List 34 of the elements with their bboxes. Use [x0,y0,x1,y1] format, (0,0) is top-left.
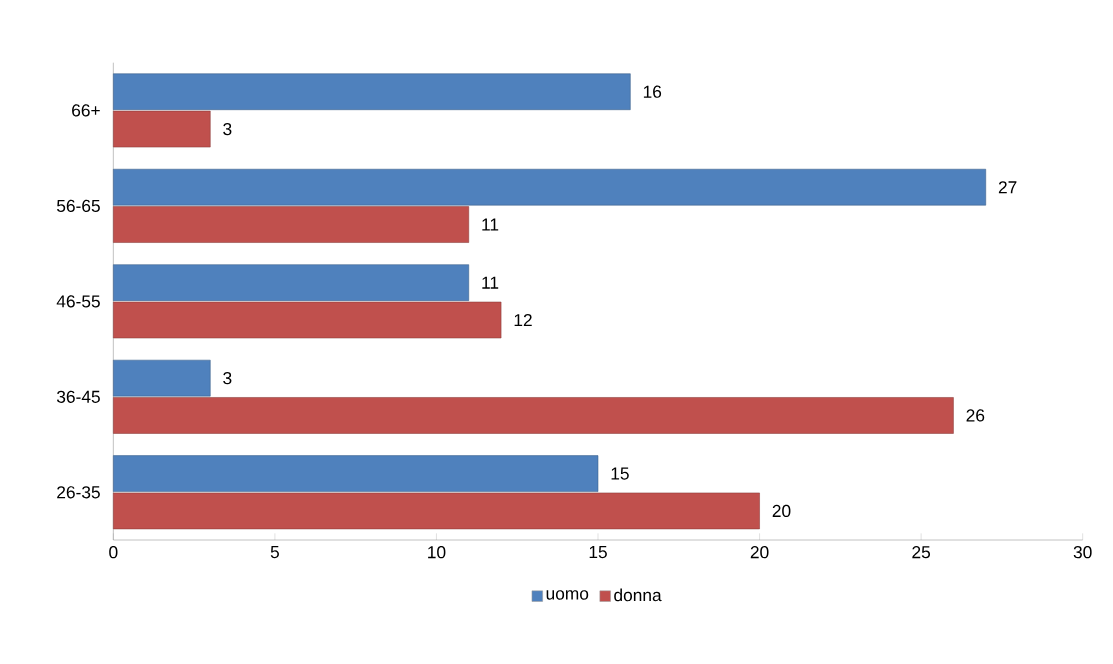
bar [113,110,211,148]
x-tick-label: 10 [428,546,446,559]
bar [113,73,631,110]
x-tick-label: 20 [750,546,769,559]
bar [113,492,760,530]
data-label: 27 [998,181,1017,194]
x-tick-label: 5 [270,546,279,559]
y-tick-label: 66+ [72,104,100,117]
data-label: 16 [643,85,662,98]
data-label: 3 [223,122,232,136]
legend-label: donna [614,588,662,602]
x-tick-label: 25 [912,546,931,559]
bar [113,359,211,397]
x-tick-label: 15 [589,546,607,559]
data-label: 15 [611,467,629,480]
y-tick-label: 46-55 [56,295,100,308]
data-label: 11 [482,276,499,289]
data-label: 20 [772,504,791,518]
data-label: 11 [482,218,499,231]
bar [113,206,470,243]
x-tick-label: 30 [1073,546,1092,559]
data-label: 3 [223,371,232,385]
bar [113,301,502,339]
data-label: 26 [966,409,985,422]
bar [113,455,599,492]
bar [113,264,470,301]
y-tick-label: 36-45 [56,390,100,403]
data-label: 12 [514,313,532,327]
y-tick-label: 56-65 [56,199,100,212]
x-tick-label: 0 [109,546,118,559]
bar [113,397,954,434]
y-tick-label: 26-35 [57,486,100,499]
bar [113,168,987,206]
legend-label: uomo [546,590,589,600]
